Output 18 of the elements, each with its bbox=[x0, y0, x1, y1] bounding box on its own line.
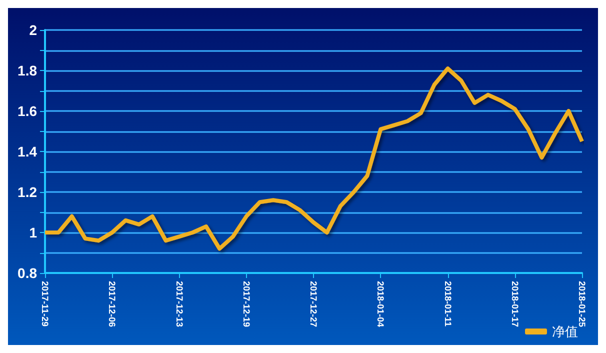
y-tick-label: 2 bbox=[29, 22, 38, 38]
x-tick-label: 2018-01-25 bbox=[577, 281, 587, 328]
x-tick-label: 2018-01-17 bbox=[510, 281, 520, 328]
y-tick-label: 1 bbox=[29, 224, 38, 240]
x-tick-label: 2017-12-19 bbox=[241, 281, 252, 328]
legend-label: 净值 bbox=[552, 324, 578, 339]
x-tick-label: 2018-01-04 bbox=[376, 281, 386, 328]
y-tick-label: 1.8 bbox=[18, 62, 38, 78]
y-tick-label: 1.4 bbox=[18, 144, 38, 160]
x-tick-label: 2017-11-29 bbox=[40, 281, 50, 327]
x-tick-label: 2018-01-11 bbox=[442, 281, 453, 327]
x-tick-label: 2017-12-13 bbox=[174, 281, 184, 328]
y-tick-label: 1.2 bbox=[18, 184, 38, 200]
line-series bbox=[43, 66, 584, 251]
y-tick-label: 0.8 bbox=[18, 265, 38, 281]
y-tick-label: 1.6 bbox=[18, 103, 38, 119]
x-tick-label: 2017-12-27 bbox=[308, 281, 318, 328]
x-tick-label: 2017-12-06 bbox=[107, 281, 118, 328]
